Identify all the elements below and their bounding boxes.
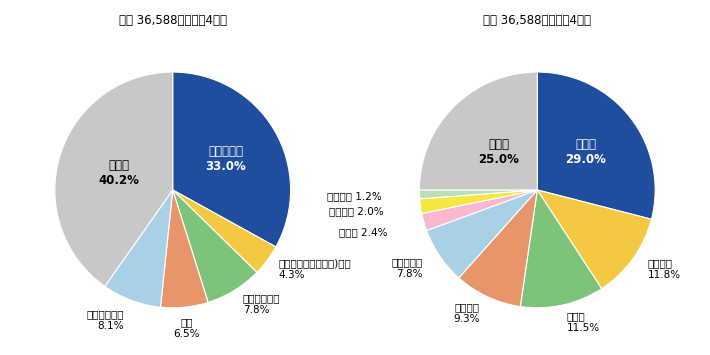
Wedge shape xyxy=(427,190,537,278)
Text: 空き巣
29.0%: 空き巣 29.0% xyxy=(565,138,606,166)
Text: その他
40.2%: その他 40.2% xyxy=(99,159,139,187)
Text: 事務所荒し
7.8%: 事務所荒し 7.8% xyxy=(391,257,422,279)
Wedge shape xyxy=(520,190,601,308)
Wedge shape xyxy=(55,72,173,286)
Wedge shape xyxy=(105,190,173,307)
Text: 学校荒し 1.2%: 学校荒し 1.2% xyxy=(327,191,382,201)
Wedge shape xyxy=(420,72,537,190)
Text: 一戸建住宅
33.0%: 一戸建住宅 33.0% xyxy=(205,145,246,173)
Text: その他
25.0%: その他 25.0% xyxy=(479,138,520,165)
Text: 出店荒し
11.8%: 出店荒し 11.8% xyxy=(648,258,681,280)
Wedge shape xyxy=(173,190,257,302)
Wedge shape xyxy=(420,190,537,213)
Text: 生活環境営業
8.1%: 生活環境営業 8.1% xyxy=(87,309,124,331)
Wedge shape xyxy=(422,190,537,230)
Text: 金庫破り 2.0%: 金庫破り 2.0% xyxy=(329,206,383,216)
Wedge shape xyxy=(173,72,290,247)
Wedge shape xyxy=(420,190,537,199)
Wedge shape xyxy=(173,190,276,272)
Wedge shape xyxy=(537,72,655,219)
Text: 商店
6.5%: 商店 6.5% xyxy=(173,317,200,339)
Wedge shape xyxy=(537,190,652,289)
Text: その他の住宅
7.8%: その他の住宅 7.8% xyxy=(243,294,280,315)
Wedge shape xyxy=(459,190,537,307)
Text: 居空き 2.4%: 居空き 2.4% xyxy=(339,228,388,237)
Text: 中高層（４階建以上)住宅
4.3%: 中高層（４階建以上)住宅 4.3% xyxy=(278,258,351,279)
Text: 総数 36,588件（令和4年）: 総数 36,588件（令和4年） xyxy=(119,14,226,27)
Text: 倉庫荒し
9.3%: 倉庫荒し 9.3% xyxy=(454,302,480,323)
Text: 総数 36,588件（令和4年）: 総数 36,588件（令和4年） xyxy=(484,14,591,27)
Text: 忍込み
11.5%: 忍込み 11.5% xyxy=(567,311,599,333)
Wedge shape xyxy=(160,190,208,308)
